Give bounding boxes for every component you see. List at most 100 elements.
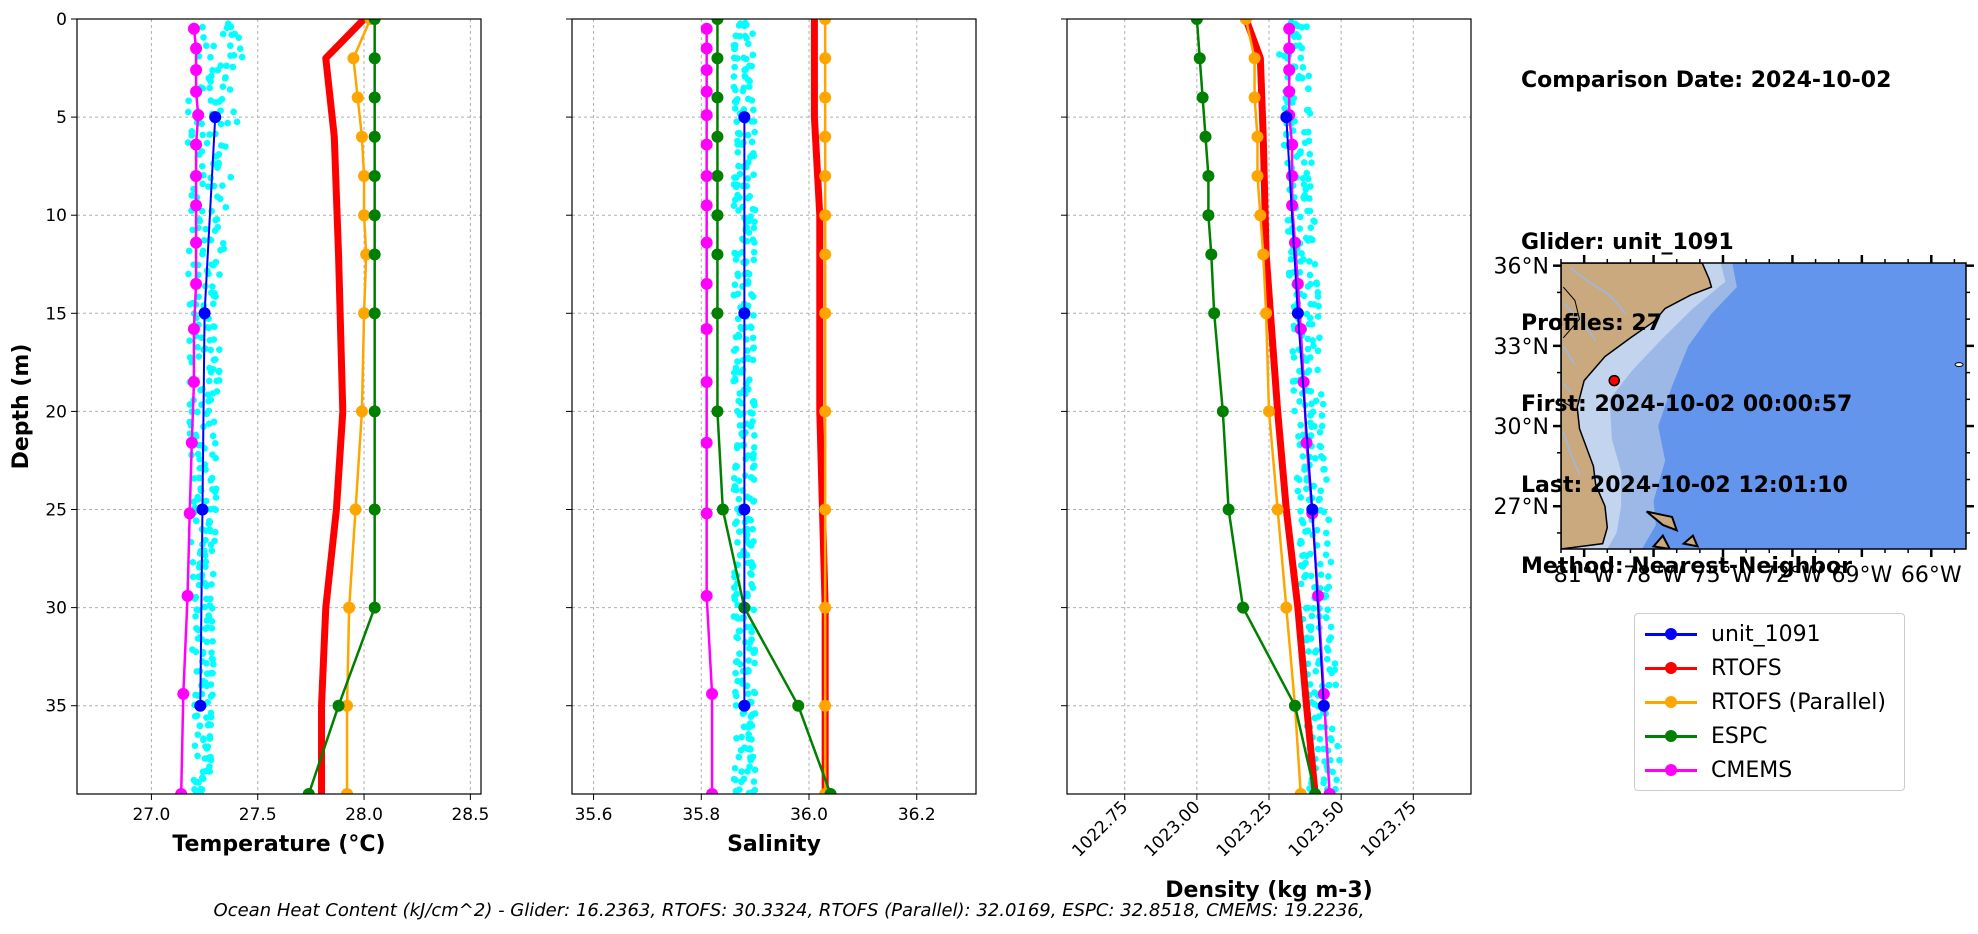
legend-marker bbox=[1665, 628, 1677, 640]
series-point-cmems bbox=[700, 436, 713, 449]
scatter-point bbox=[204, 754, 212, 762]
series-point-rtofs_parallel bbox=[1254, 209, 1267, 222]
series-point-espc bbox=[711, 248, 724, 261]
scatter-point bbox=[1297, 148, 1304, 155]
scatter-point bbox=[209, 656, 217, 663]
scatter-point bbox=[1289, 99, 1296, 106]
lon-tick-label: 78°W bbox=[1623, 563, 1684, 588]
series-line-rtofs bbox=[1242, 19, 1319, 794]
scatter-point bbox=[1310, 482, 1318, 490]
scatter-point bbox=[1319, 400, 1327, 408]
series-point-rtofs_parallel bbox=[1271, 503, 1284, 516]
scatter-point bbox=[1314, 366, 1321, 374]
scatter-point bbox=[1312, 397, 1320, 405]
series-point-espc bbox=[824, 788, 837, 794]
scatter-point bbox=[235, 34, 243, 42]
scatter-point bbox=[209, 283, 216, 290]
series-point-rtofs_parallel bbox=[819, 307, 832, 320]
series-point-rtofs_parallel bbox=[351, 91, 364, 104]
x-tick-label: 1023.25 bbox=[1213, 797, 1277, 861]
legend-label: CMEMS bbox=[1711, 757, 1793, 783]
series-point-rtofs_parallel bbox=[347, 52, 360, 65]
scatter-point bbox=[751, 206, 759, 214]
scatter-point bbox=[194, 606, 202, 614]
scatter-point bbox=[734, 634, 742, 642]
series-point-cmems bbox=[190, 199, 203, 212]
scatter-point bbox=[733, 444, 741, 452]
scatter-point bbox=[1324, 540, 1331, 547]
scatter-point bbox=[731, 196, 739, 204]
scatter-point bbox=[1304, 207, 1311, 215]
scatter-point bbox=[738, 768, 745, 775]
scatter-point bbox=[749, 562, 757, 570]
scatter-point bbox=[206, 763, 213, 770]
scatter-point bbox=[731, 63, 738, 71]
scatter-point bbox=[744, 768, 751, 775]
scatter-point bbox=[217, 107, 224, 114]
scatter-point bbox=[747, 516, 755, 524]
x-axis-label: Salinity bbox=[727, 832, 821, 857]
series-point-glider bbox=[1291, 307, 1304, 320]
scatter-point bbox=[191, 713, 199, 720]
scatter-point bbox=[732, 345, 740, 353]
series-point-cmems bbox=[190, 236, 203, 249]
series-point-espc bbox=[1222, 503, 1235, 516]
scatter-point bbox=[734, 539, 741, 546]
scatter-point bbox=[1287, 256, 1295, 263]
scatter-point bbox=[208, 649, 215, 656]
scatter-point bbox=[749, 398, 757, 406]
legend-swatch-rtofs-parallel bbox=[1643, 688, 1699, 716]
series-point-cmems bbox=[700, 323, 713, 335]
series-point-rtofs_parallel bbox=[358, 169, 371, 182]
chart-panel-2: 35.6 35.8 36.0 36.2 Salinity bbox=[566, 18, 977, 857]
scatter-point bbox=[194, 731, 202, 738]
scatter-point bbox=[1305, 367, 1313, 374]
scatter-point bbox=[208, 604, 216, 612]
scatter-point bbox=[731, 375, 739, 383]
scatter-point bbox=[737, 20, 744, 27]
scatter-point bbox=[200, 736, 207, 744]
scatter-point bbox=[741, 32, 749, 40]
scatter-point bbox=[226, 42, 234, 49]
scatter-point bbox=[749, 293, 757, 300]
scatter-point bbox=[219, 83, 227, 91]
scatter-point bbox=[194, 408, 201, 416]
scatter-point bbox=[1311, 700, 1318, 708]
scatter-point bbox=[1307, 224, 1315, 231]
scatter-point bbox=[203, 659, 210, 667]
scatter-point bbox=[222, 74, 229, 81]
scatter-point bbox=[740, 775, 748, 783]
legend-item-espc: ESPC bbox=[1643, 722, 1768, 750]
series-point-rtofs_parallel bbox=[819, 503, 832, 516]
scatter-point bbox=[210, 356, 218, 364]
scatter-point bbox=[202, 767, 210, 775]
scatter-point bbox=[745, 645, 753, 652]
legend: unit_1091 RTOFS RTOFS (Parallel) ESPC CM… bbox=[1634, 613, 1905, 791]
scatter-point bbox=[215, 161, 222, 169]
x-tick-label: 1023.75 bbox=[1357, 797, 1421, 861]
scatter-point bbox=[1317, 487, 1325, 495]
scatter-point bbox=[209, 390, 217, 397]
scatter-point bbox=[1336, 757, 1343, 764]
scatter-point bbox=[209, 432, 217, 440]
scatter-point bbox=[198, 786, 206, 793]
legend-label: unit_1091 bbox=[1711, 621, 1821, 647]
scatter-point bbox=[1317, 391, 1325, 398]
scatter-point bbox=[746, 495, 754, 502]
scatter-point bbox=[189, 559, 197, 566]
scatter-point bbox=[211, 439, 219, 447]
series-point-espc bbox=[711, 19, 724, 25]
scatter-point bbox=[1296, 225, 1304, 232]
plot-area bbox=[175, 19, 381, 794]
scatter-point bbox=[748, 722, 756, 730]
scatter-point bbox=[747, 409, 754, 416]
scatter-point bbox=[223, 62, 230, 70]
scatter-point bbox=[1308, 400, 1315, 408]
info-panel: Comparison Date: 2024-10-02 Glider: unit… bbox=[1521, 13, 1891, 607]
scatter-point bbox=[1308, 612, 1316, 620]
scatter-point bbox=[1313, 526, 1321, 534]
scatter-point bbox=[1298, 250, 1305, 257]
series-point-espc bbox=[368, 91, 381, 104]
scatter-point bbox=[1316, 735, 1324, 743]
scatter-point bbox=[210, 300, 217, 308]
